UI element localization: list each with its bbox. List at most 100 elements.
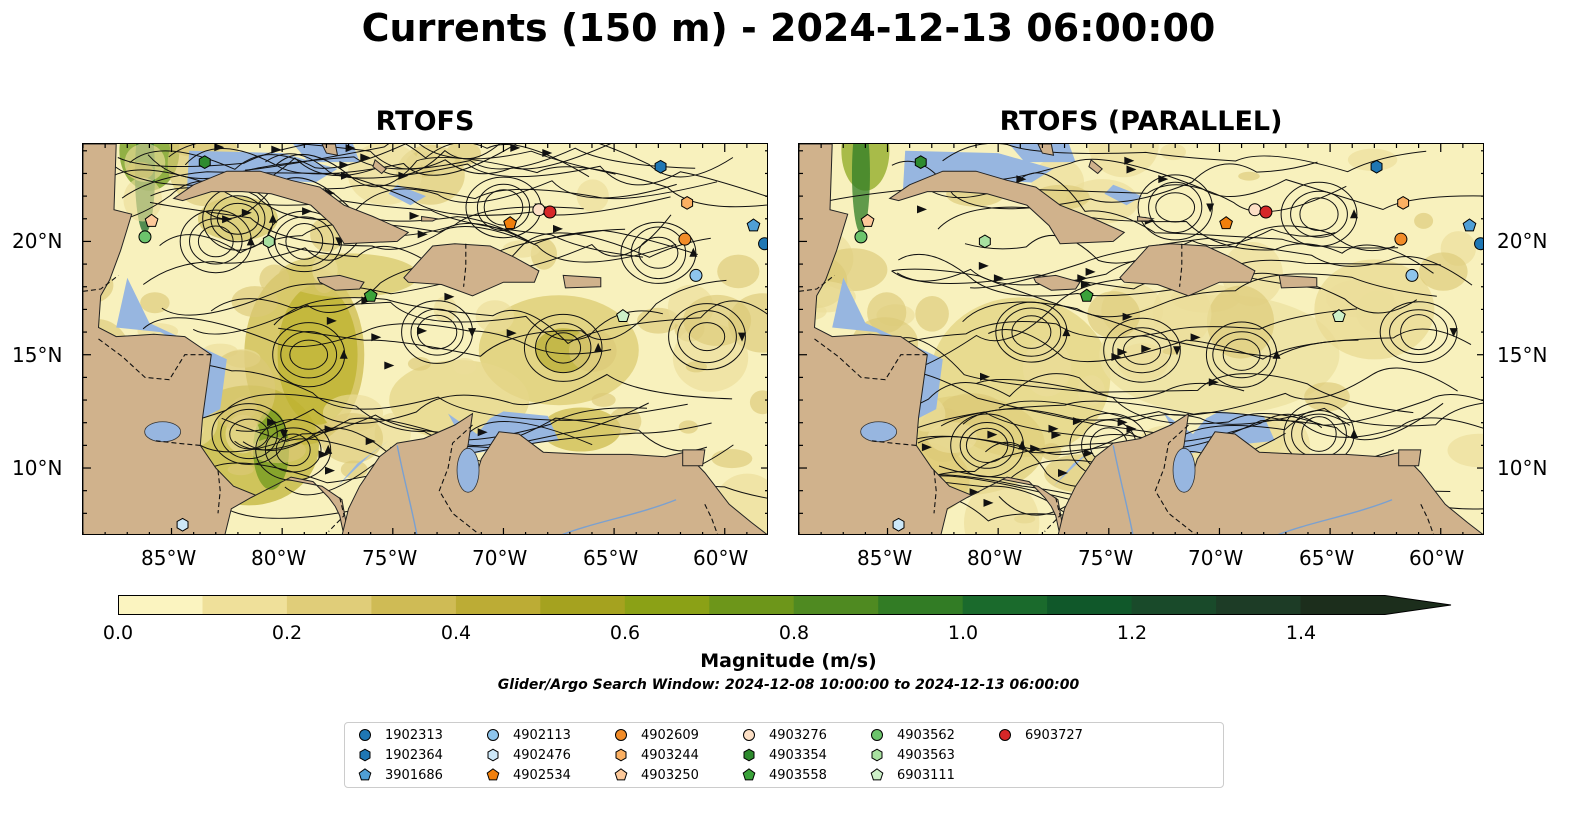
streamline-arrow: [1124, 156, 1135, 165]
streamline-arrow: [214, 144, 225, 152]
magnitude-patch: [1238, 171, 1260, 181]
float-marker-4903563: [978, 234, 991, 249]
magnitude-patch: [320, 413, 383, 464]
streamline-arrow: [326, 316, 337, 325]
streamline: [143, 206, 584, 285]
lat-label-15n-left: 15°N: [12, 343, 63, 367]
streamline-arrow: [339, 349, 348, 359]
legend-marker-hexagon-icon: [359, 748, 371, 762]
legend-label: 1902364: [385, 747, 443, 763]
legend-item-4902113: 4902113: [485, 725, 571, 745]
streamline-eddy: [285, 223, 324, 260]
axis-ticks: [799, 144, 1483, 534]
streamline-arrow: [1117, 418, 1128, 427]
magnitude-patch: [475, 300, 515, 333]
legend-label: 4903563: [897, 747, 955, 763]
float-marker-4903562: [854, 230, 868, 244]
lon-label-65w-left: 65°W: [583, 546, 639, 570]
streamline: [998, 400, 1483, 427]
legend-marker-hexagon-icon: [743, 748, 755, 762]
legend-marker-pentagon-icon: [486, 768, 500, 781]
streamline-eddy: [1379, 301, 1458, 364]
float-marker-4903244: [1397, 196, 1410, 210]
streamline-arrow: [983, 498, 994, 507]
float-marker-4903250: [860, 213, 875, 227]
lake-maracaibo: [1172, 447, 1196, 493]
colorbar-segment: [455, 595, 541, 615]
legend-item-4903562: 4903562: [869, 725, 955, 745]
streamline-arrow: [444, 292, 455, 301]
colorbar-segment: [1047, 595, 1133, 615]
float-marker-3901686: [746, 218, 761, 232]
streamline-arrow: [1158, 175, 1169, 184]
legend-marker-circle-icon: [359, 729, 371, 741]
lat-label-15n-right: 15°N: [1497, 343, 1548, 367]
lon-label-65w-right: 65°W: [1299, 546, 1355, 570]
streamline: [917, 402, 1444, 454]
streamline-eddy: [220, 408, 278, 460]
streamline-arrow: [506, 329, 517, 338]
streamline-eddy: [1389, 309, 1449, 356]
streamline-eddy: [280, 331, 338, 379]
legend-label: 4903354: [769, 747, 827, 763]
legend-item-3901686: 3901686: [357, 765, 443, 785]
country-border: [1179, 243, 1183, 287]
legend-item-1902313: 1902313: [357, 725, 443, 745]
legend-label: 4902609: [641, 727, 699, 743]
streamline-eddy: [523, 313, 603, 382]
float-marker-1902313: [758, 237, 767, 251]
lon-label-80w-left: 80°W: [251, 546, 307, 570]
colorbar-tick-3: 0.6: [609, 622, 641, 644]
country-border: [155, 440, 201, 446]
streamline: [273, 297, 767, 345]
river-orinoco: [1278, 499, 1393, 534]
search-window-caption: Glider/Argo Search Window: 2024-12-08 10…: [497, 677, 1080, 693]
lon-label-60w-right: 60°W: [1409, 546, 1465, 570]
streamline-arrow: [365, 437, 376, 446]
magnitude-patch: [1304, 382, 1350, 412]
legend-marker-pentagon-icon: [870, 768, 884, 781]
legend-marker-circle-icon: [743, 729, 755, 741]
streamline-arrow: [1051, 431, 1062, 439]
float-marker-6903111: [616, 308, 630, 322]
magnitude-patch: [915, 296, 949, 332]
streamline-eddy: [677, 310, 737, 364]
streamline-arrow: [1058, 469, 1068, 477]
country-border: [814, 338, 928, 381]
legend-label: 6903727: [1025, 727, 1083, 743]
float-marker-1902364: [654, 159, 667, 174]
magnitude-patch: [637, 307, 680, 334]
colorbar-segment: [1131, 595, 1217, 615]
magnitude-patch: [717, 254, 760, 289]
colorbar-outline-arrow: [1384, 595, 1452, 615]
shallow-water: [116, 277, 227, 419]
float-marker-4902534: [503, 216, 517, 230]
float-marker-6903727: [1259, 205, 1273, 219]
streamline-arrow: [1206, 203, 1215, 213]
legend-label: 4903250: [641, 767, 699, 783]
streamline-arrow: [1111, 353, 1122, 361]
land-trinidad: [1398, 449, 1422, 467]
streamline: [129, 144, 616, 175]
colorbar-segment: [793, 595, 879, 615]
magnitude-patch: [1447, 433, 1483, 468]
streamline-arrow: [279, 430, 288, 440]
streamline-arrow: [1122, 312, 1133, 321]
magnitude-patch: [678, 420, 698, 434]
magnitude-patch: [851, 144, 870, 234]
legend-label: 4903558: [769, 767, 827, 783]
streamline-eddy: [630, 226, 687, 280]
streamline-arrow: [1190, 333, 1201, 342]
streamline-arrow: [1080, 280, 1091, 289]
float-marker-4903558: [363, 288, 378, 302]
colorbar-segment: [286, 595, 372, 615]
legend-item-4903276: 4903276: [741, 725, 827, 745]
panel-title-rtofs-parallel: RTOFS (PARALLEL): [999, 106, 1283, 137]
float-marker-1902313: [1474, 237, 1483, 251]
streamline-arrow: [246, 236, 255, 246]
colorbar-tick-5: 1.0: [947, 622, 979, 644]
magnitude-patch: [453, 358, 477, 375]
legend-item-4902476: 4902476: [485, 745, 571, 765]
land-bahamas3: [421, 215, 439, 222]
streamline-eddy: [1290, 190, 1348, 238]
